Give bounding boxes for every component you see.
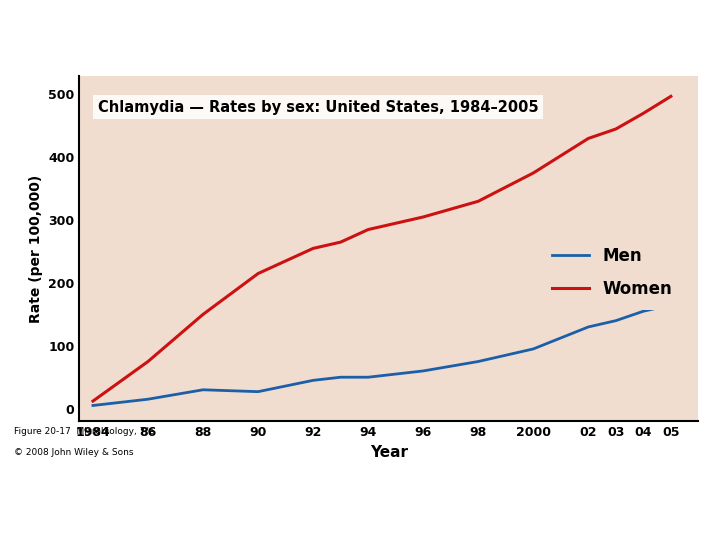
X-axis label: Year: Year xyxy=(370,444,408,460)
Y-axis label: Rate (per 100,000): Rate (per 100,000) xyxy=(29,174,42,322)
Text: Chlamydia — Rates by sex: United States, 1984–2005: Chlamydia — Rates by sex: United States,… xyxy=(98,100,539,115)
Text: Figure 20-17  Microbiology, 7/e: Figure 20-17 Microbiology, 7/e xyxy=(14,427,154,436)
Text: Fig. 20.17 Chlamydia infection rates (per 100,000 population) by sex, in the Uni: Fig. 20.17 Chlamydia infection rates (pe… xyxy=(37,510,683,524)
Legend: Men, Women: Men, Women xyxy=(541,235,684,310)
Text: © 2008 John Wiley & Sons: © 2008 John Wiley & Sons xyxy=(14,448,134,457)
